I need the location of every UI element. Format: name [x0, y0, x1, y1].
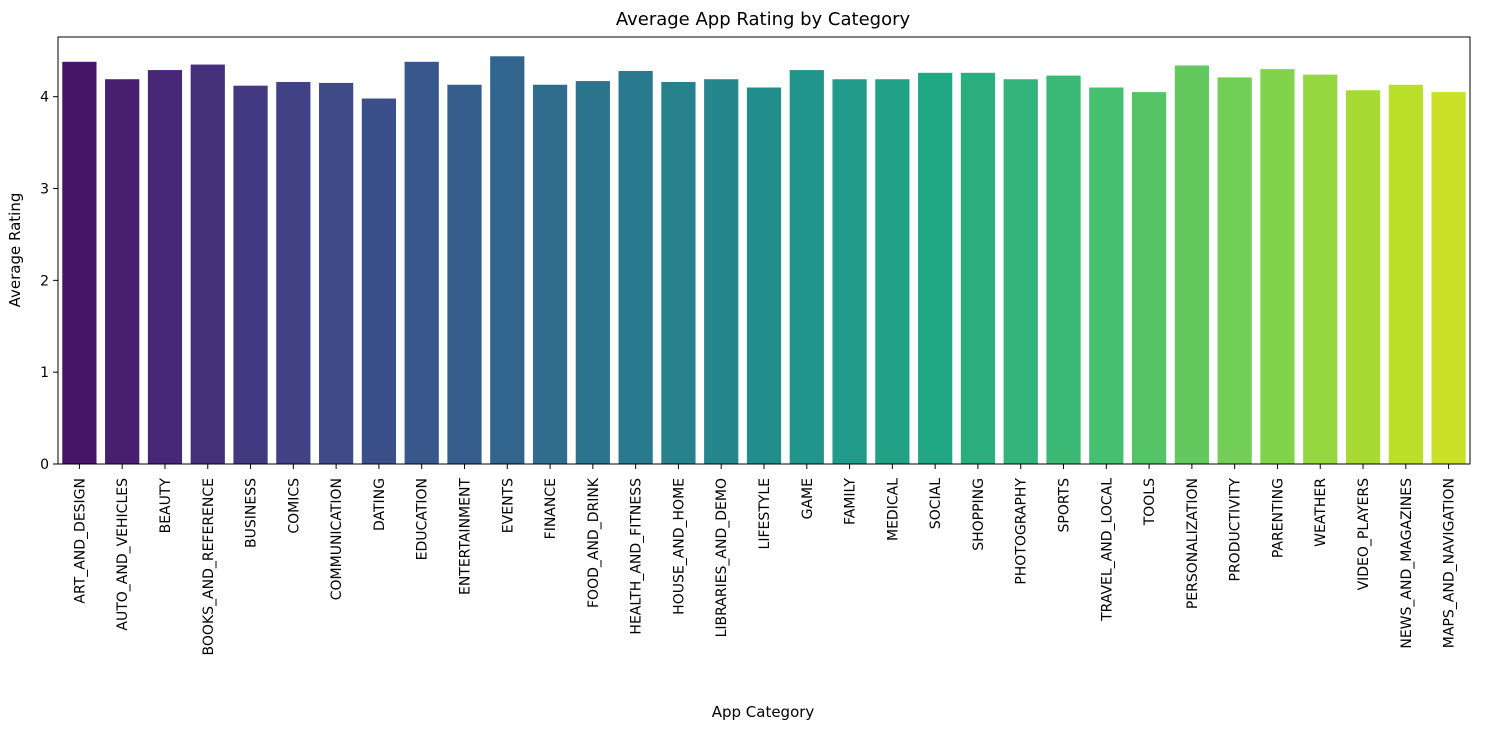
x-tick-label: SOCIAL — [928, 478, 944, 529]
x-tick-label: PERSONALIZATION — [1185, 478, 1201, 609]
x-tick-label: MAPS_AND_NAVIGATION — [1442, 478, 1458, 648]
bar-medical — [875, 79, 910, 465]
bar-beauty — [147, 70, 183, 464]
bar-maps-and-navigation — [1431, 92, 1466, 464]
x-tick-label: GAME — [800, 478, 816, 519]
bar-dating — [361, 98, 397, 465]
bar-comics — [276, 82, 311, 464]
x-tick-label: LIFESTYLE — [757, 478, 773, 549]
bar-family — [832, 79, 867, 465]
bar-tools — [1131, 92, 1167, 464]
y-tick-label: 1 — [40, 365, 49, 381]
bar-personalization — [1174, 65, 1209, 464]
x-tick-label: BEAUTY — [158, 478, 174, 534]
x-tick-label: EVENTS — [500, 478, 516, 533]
x-tick-label: ENTERTAINMENT — [457, 478, 473, 595]
bar-video-players — [1345, 90, 1381, 464]
y-tick-label: 4 — [40, 90, 49, 106]
bar-shopping — [960, 72, 996, 464]
bar-news-and-magazines — [1388, 84, 1423, 464]
x-axis: ART_AND_DESIGN AUTO_AND_VEHICLES BEAUTY BOO… — [72, 464, 1458, 655]
bar-travel-and-local — [1089, 87, 1124, 464]
bar-business — [233, 85, 268, 465]
bars-group — [62, 56, 1466, 465]
x-axis-label: App Category — [712, 703, 815, 721]
x-tick-label: ART_AND_DESIGN — [72, 478, 88, 604]
x-tick-label: PARENTING — [1270, 478, 1286, 558]
x-tick-label: LIBRARIES_AND_DEMO — [714, 478, 730, 637]
bar-events — [490, 56, 525, 464]
bar-food-and-drink — [575, 81, 610, 464]
y-axis: 0 1 2 3 4 — [40, 90, 58, 473]
x-tick-label: BOOKS_AND_REFERENCE — [201, 478, 217, 655]
bar-libraries-and-demo — [704, 79, 739, 465]
y-tick-label: 2 — [40, 273, 49, 289]
bar-photography — [1003, 79, 1038, 465]
x-tick-label: FINANCE — [543, 478, 559, 539]
x-tick-label: TOOLS — [1142, 478, 1158, 526]
x-tick-label: COMMUNICATION — [329, 478, 345, 600]
bar-productivity — [1217, 77, 1252, 465]
bar-social — [918, 72, 953, 464]
x-tick-label: TRAVEL_AND_LOCAL — [1099, 478, 1115, 622]
bar-entertainment — [447, 84, 482, 464]
x-tick-label: BUSINESS — [244, 478, 260, 548]
x-tick-label: WEATHER — [1313, 478, 1329, 547]
x-tick-label: SHOPPING — [971, 478, 987, 551]
bar-health-and-fitness — [618, 70, 653, 464]
x-tick-label: NEWS_AND_MAGAZINES — [1399, 478, 1415, 649]
plot-frame — [57, 36, 1471, 465]
bar-lifestyle — [746, 87, 782, 464]
bar-sports — [1046, 75, 1081, 464]
x-tick-label: HEALTH_AND_FITNESS — [629, 478, 645, 635]
x-tick-label: MEDICAL — [885, 478, 901, 541]
bar-finance — [532, 84, 568, 464]
x-tick-label: PHOTOGRAPHY — [1014, 478, 1030, 585]
x-tick-label: PRODUCTIVITY — [1228, 478, 1244, 582]
x-tick-label: COMICS — [286, 478, 302, 534]
y-tick-label: 3 — [40, 182, 49, 198]
bar-house-and-home — [661, 82, 696, 464]
bar-education — [404, 61, 439, 464]
x-tick-label: HOUSE_AND_HOME — [671, 478, 687, 615]
x-tick-label: AUTO_AND_VEHICLES — [115, 478, 131, 631]
chart-title: Average App Rating by Category — [616, 9, 911, 30]
bar-parenting — [1260, 69, 1295, 464]
x-tick-label: SPORTS — [1057, 478, 1073, 533]
bar-books-and-reference — [190, 64, 225, 465]
x-tick-label: FAMILY — [843, 478, 859, 525]
y-axis-label: Average Rating — [6, 193, 24, 308]
bar-game — [789, 70, 824, 464]
x-tick-label: FOOD_AND_DRINK — [586, 477, 602, 608]
bar-weather — [1303, 74, 1338, 465]
bar-communication — [319, 82, 354, 464]
x-tick-label: EDUCATION — [415, 478, 431, 560]
x-tick-label: VIDEO_PLAYERS — [1356, 478, 1372, 591]
y-tick-label: 0 — [40, 457, 49, 473]
bar-auto-and-vehicles — [105, 79, 140, 465]
x-tick-label: DATING — [372, 478, 388, 531]
bar-art-and-design — [62, 61, 97, 464]
